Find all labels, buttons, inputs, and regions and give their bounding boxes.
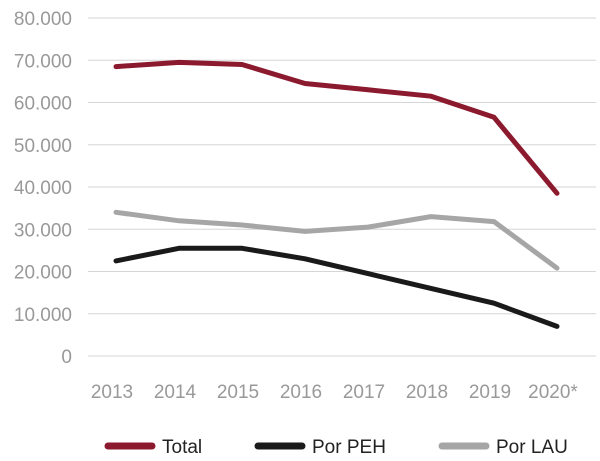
x-tick-label: 2017	[343, 382, 385, 403]
x-axis-tick-labels: 2013 2014 2015 2016 2017 2018 2019 2020*	[91, 382, 579, 403]
x-tick-label: 2016	[280, 382, 322, 403]
x-tick-label: 2014	[154, 382, 197, 403]
y-axis-tick-labels: 0 10.000 20.000 30.000 40.000 50.000 60.000 70.…	[14, 9, 72, 368]
gridlines	[88, 17, 596, 357]
legend-label-total: Total	[162, 437, 202, 458]
x-tick-label: 2018	[406, 382, 448, 403]
x-tick-label: 2019	[469, 382, 511, 403]
legend-label-por-peh: Por PEH	[312, 437, 386, 458]
y-tick-label: 30.000	[14, 220, 72, 241]
series-lines	[113, 59, 560, 329]
legend-label-por-lau: Por LAU	[496, 437, 568, 458]
x-tick-label: 2015	[217, 382, 259, 403]
legend: Total Por PEH Por LAU	[104, 437, 568, 458]
y-tick-label: 20.000	[14, 263, 72, 284]
y-tick-label: 60.000	[14, 94, 72, 115]
series-line-por-lau	[113, 209, 560, 271]
y-tick-label: 10.000	[14, 305, 72, 326]
x-tick-label: 2013	[91, 382, 133, 403]
y-tick-label: 50.000	[14, 136, 72, 157]
series-line-total	[113, 59, 560, 196]
y-tick-label: 80.000	[14, 9, 72, 30]
x-tick-label: 2020*	[528, 382, 578, 403]
series-line-por-peh	[113, 245, 560, 329]
y-tick-label: 0	[61, 347, 72, 368]
y-tick-label: 40.000	[14, 178, 72, 199]
y-tick-label: 70.000	[14, 51, 72, 72]
